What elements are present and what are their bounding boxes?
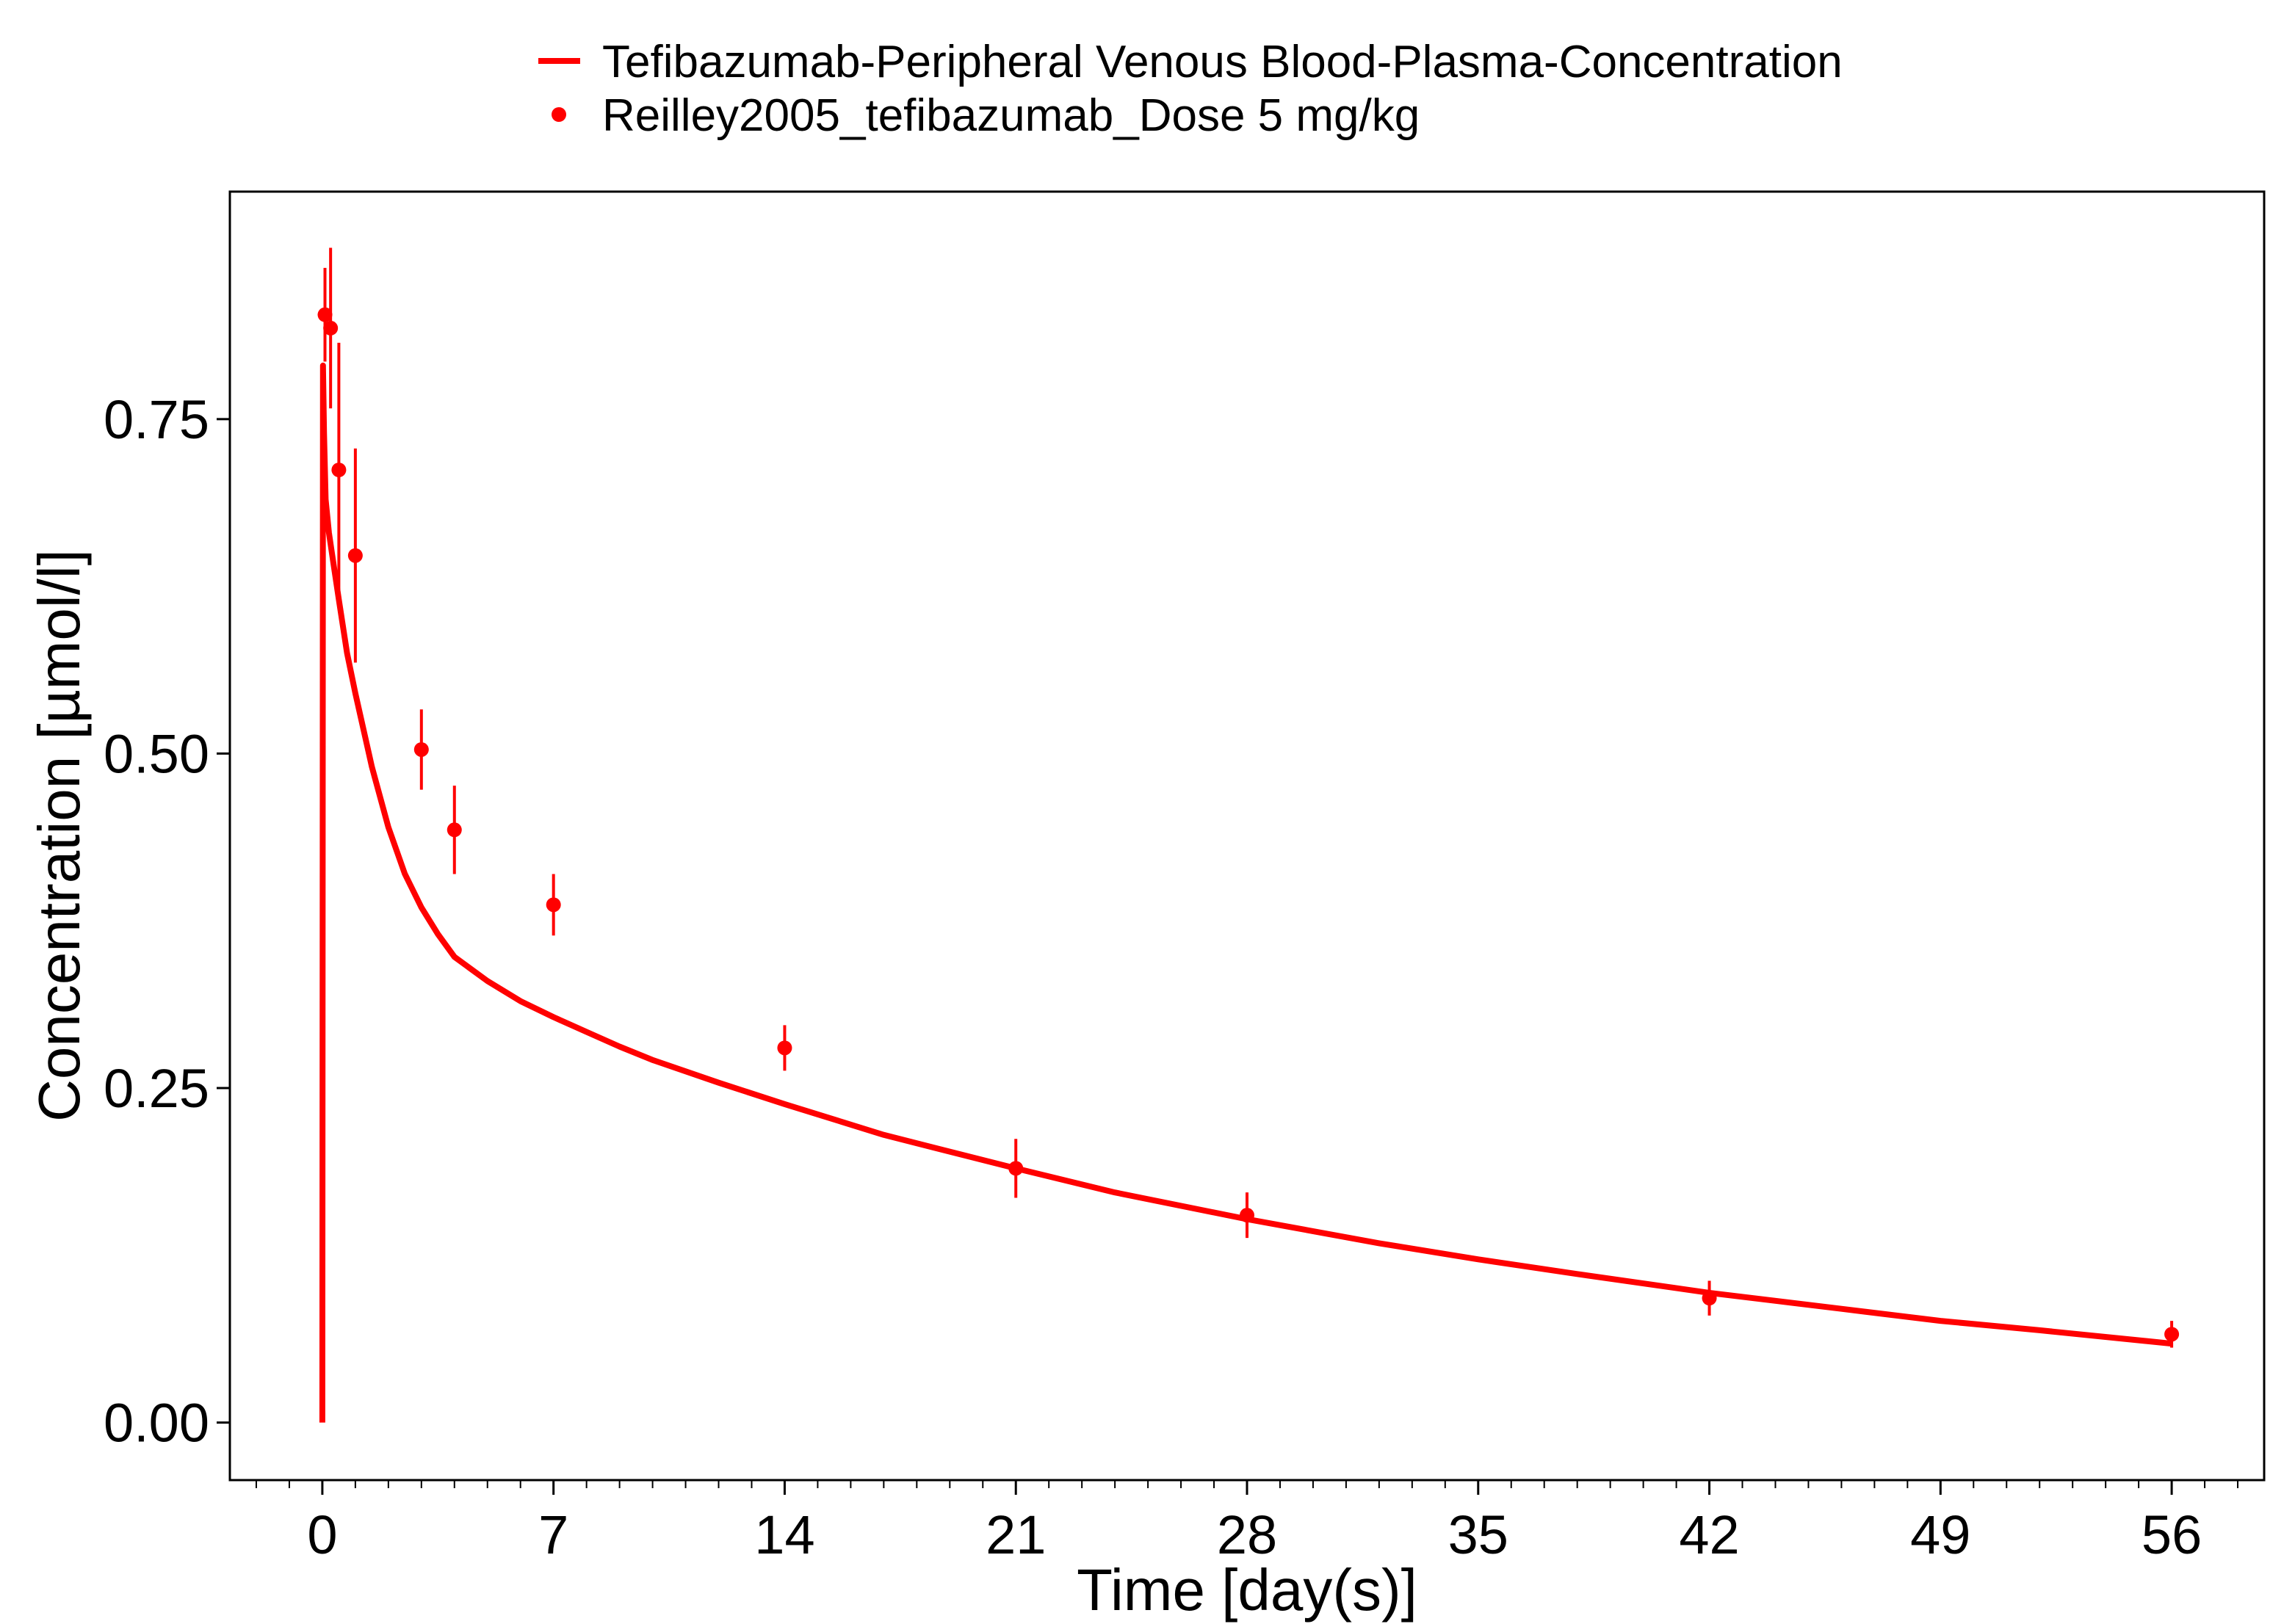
legend-point-swatch	[552, 107, 566, 122]
x-tick-label: 7	[538, 1504, 568, 1565]
x-tick-label: 49	[1910, 1504, 1970, 1565]
y-tick-label: 0.75	[104, 389, 209, 450]
x-tick-label: 14	[754, 1504, 814, 1565]
observed-point	[1240, 1208, 1254, 1223]
y-axis-title: Concentration [µmol/l]	[26, 549, 92, 1122]
observed-point	[2164, 1327, 2180, 1342]
y-tick-label: 0.25	[104, 1058, 209, 1119]
x-tick-label: 35	[1448, 1504, 1508, 1565]
legend: Tefibazumab-Peripheral Venous Blood-Plas…	[538, 37, 1843, 141]
x-tick-label: 21	[986, 1504, 1046, 1565]
x-tick-label: 0	[307, 1504, 337, 1565]
x-tick-label: 28	[1217, 1504, 1277, 1565]
observed-point	[1702, 1291, 1717, 1306]
observed-point	[447, 822, 462, 838]
x-tick-label: 42	[1679, 1504, 1739, 1565]
series-layer	[317, 247, 2180, 1423]
observed-point	[317, 307, 333, 322]
observed-point	[777, 1040, 792, 1056]
plot-panel	[228, 190, 2266, 1482]
observed-point	[546, 897, 561, 913]
observed-point	[347, 548, 363, 563]
observed-point	[1008, 1161, 1024, 1176]
x-axis-title: Time [day(s)]	[1077, 1557, 1417, 1623]
observed-point	[323, 320, 339, 336]
x-tick-label: 56	[2142, 1504, 2202, 1565]
x-axis: 0 7 14 21 28 35 42 49 56	[255, 1480, 2239, 1565]
y-axis: 0.00 0.25 0.50 0.75	[104, 389, 230, 1454]
y-tick-label: 0.00	[104, 1393, 209, 1454]
observed-point	[413, 742, 429, 757]
simulation-line	[319, 362, 2172, 1423]
legend-label-simulation: Tefibazumab-Peripheral Venous Blood-Plas…	[602, 37, 1843, 87]
legend-label-observed: Reilley2005_tefibazumab_Dose 5 mg/kg	[602, 90, 1420, 141]
observed-point	[331, 463, 347, 478]
y-tick-label: 0.50	[104, 723, 209, 784]
